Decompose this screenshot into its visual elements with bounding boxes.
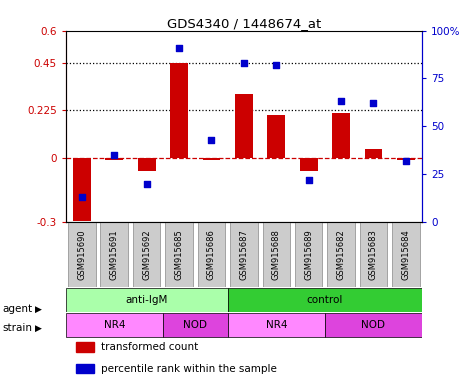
Bar xyxy=(76,364,94,373)
Text: GSM915682: GSM915682 xyxy=(337,229,346,280)
FancyBboxPatch shape xyxy=(163,313,227,337)
Point xyxy=(208,137,215,143)
FancyBboxPatch shape xyxy=(68,222,96,287)
FancyBboxPatch shape xyxy=(66,313,163,337)
FancyBboxPatch shape xyxy=(227,313,325,337)
FancyBboxPatch shape xyxy=(165,222,193,287)
Point xyxy=(305,177,312,183)
Bar xyxy=(203,158,220,160)
Text: percentile rank within the sample: percentile rank within the sample xyxy=(101,364,277,374)
Bar xyxy=(397,158,415,160)
Text: anti-IgM: anti-IgM xyxy=(126,295,168,305)
Point xyxy=(111,152,118,158)
FancyBboxPatch shape xyxy=(325,313,422,337)
Text: GSM915689: GSM915689 xyxy=(304,229,313,280)
Point xyxy=(337,98,345,104)
Text: GSM915684: GSM915684 xyxy=(401,229,410,280)
Point xyxy=(143,180,151,187)
Text: transformed count: transformed count xyxy=(101,342,198,352)
Bar xyxy=(138,158,156,171)
Bar xyxy=(76,342,94,352)
Point xyxy=(402,157,409,164)
FancyBboxPatch shape xyxy=(392,222,420,287)
Point xyxy=(240,60,248,66)
Text: GSM915683: GSM915683 xyxy=(369,229,378,280)
FancyBboxPatch shape xyxy=(360,222,387,287)
Text: strain: strain xyxy=(2,323,32,333)
Text: GSM915688: GSM915688 xyxy=(272,229,281,280)
FancyBboxPatch shape xyxy=(230,222,257,287)
Text: NR4: NR4 xyxy=(265,320,287,330)
Bar xyxy=(170,63,188,158)
FancyBboxPatch shape xyxy=(263,222,290,287)
Text: ▶: ▶ xyxy=(35,305,42,314)
Text: GDS4340 / 1448674_at: GDS4340 / 1448674_at xyxy=(167,17,321,30)
Bar xyxy=(73,158,91,221)
Text: GSM915692: GSM915692 xyxy=(142,229,151,280)
FancyBboxPatch shape xyxy=(327,222,355,287)
Text: GSM915691: GSM915691 xyxy=(110,229,119,280)
Text: NOD: NOD xyxy=(362,320,386,330)
Bar xyxy=(267,114,285,158)
Text: GSM915690: GSM915690 xyxy=(77,229,86,280)
Bar xyxy=(235,94,253,158)
Bar xyxy=(364,149,382,158)
Text: control: control xyxy=(307,295,343,305)
Point xyxy=(78,194,86,200)
FancyBboxPatch shape xyxy=(295,222,323,287)
Bar xyxy=(106,158,123,160)
FancyBboxPatch shape xyxy=(133,222,160,287)
Text: GSM915686: GSM915686 xyxy=(207,229,216,280)
Text: NOD: NOD xyxy=(183,320,207,330)
Point xyxy=(370,100,377,106)
Text: NR4: NR4 xyxy=(104,320,125,330)
Point xyxy=(175,45,183,51)
FancyBboxPatch shape xyxy=(66,288,227,312)
Point xyxy=(272,62,280,68)
FancyBboxPatch shape xyxy=(198,222,225,287)
FancyBboxPatch shape xyxy=(227,288,422,312)
Text: GSM915685: GSM915685 xyxy=(174,229,183,280)
Text: ▶: ▶ xyxy=(35,324,42,333)
Text: GSM915687: GSM915687 xyxy=(239,229,249,280)
Text: agent: agent xyxy=(2,304,32,314)
FancyBboxPatch shape xyxy=(100,222,128,287)
Bar xyxy=(332,114,350,158)
Bar xyxy=(300,158,318,171)
